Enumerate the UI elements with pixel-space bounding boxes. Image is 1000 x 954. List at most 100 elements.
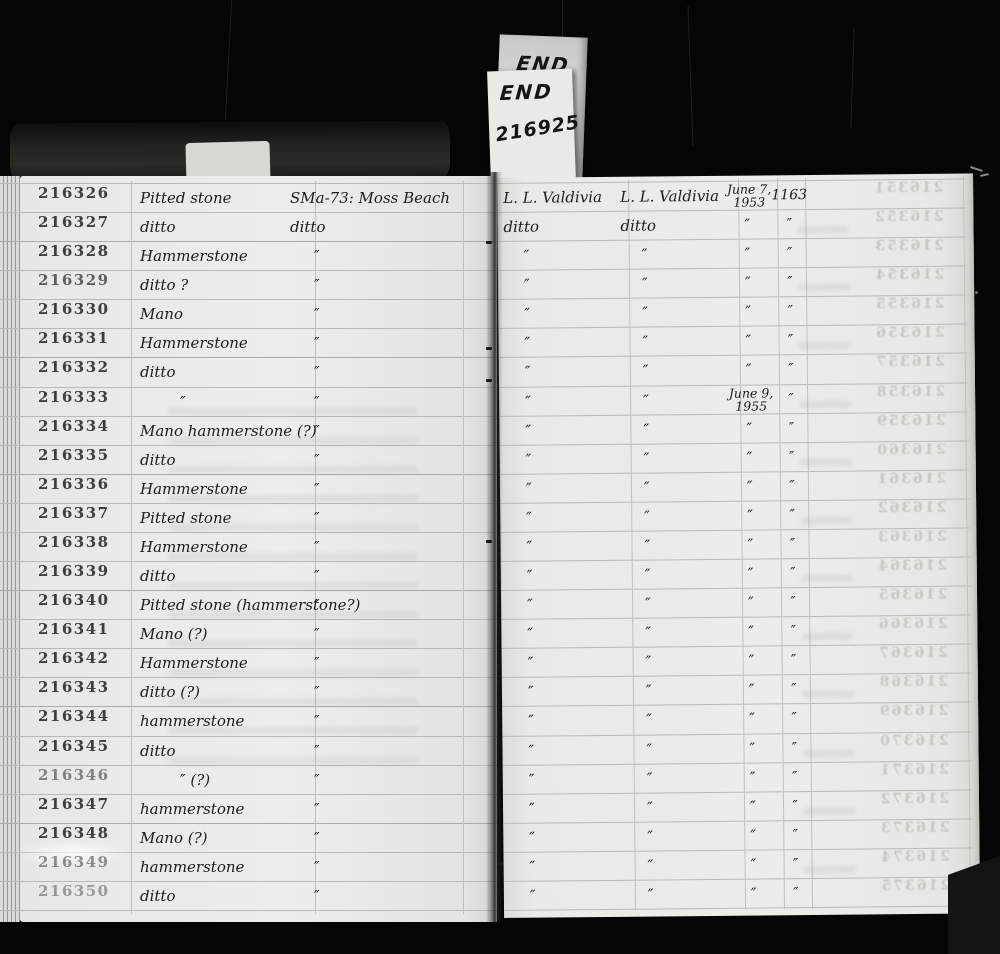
object-entry: ″ (?) (180, 770, 211, 789)
scratch-line (850, 28, 855, 128)
collector-entry: ″ (526, 508, 532, 527)
ledger-row: 216349 hammerstone ″ (0, 853, 497, 882)
rule-line (0, 619, 497, 621)
rule-line (0, 241, 497, 243)
bleedthrough-smudge (800, 574, 853, 583)
identifier-entry: ″ (641, 245, 648, 264)
rule-line (0, 183, 497, 184)
identifier-entry: ″ (641, 274, 648, 293)
bleedthrough-number: 216354 (873, 266, 945, 284)
bleedthrough-smudge (801, 690, 855, 699)
ledger-row: 216333 ″ ″ (0, 388, 497, 417)
date-entry: ″ (746, 419, 753, 438)
bleedthrough-smudge (798, 283, 851, 292)
site-entry: ″ (314, 363, 320, 382)
collector-entry: ″ (523, 275, 530, 294)
rule-line (0, 444, 497, 446)
identifier-entry: ″ (644, 565, 651, 584)
rule-line (0, 212, 497, 214)
bleedthrough-number: 216359 (875, 412, 946, 430)
rule-line (0, 735, 497, 737)
accession-entry: ″ (792, 768, 798, 785)
bleedthrough-smudge (168, 407, 418, 415)
accession-entry: ″ (791, 739, 798, 756)
rule-line (0, 502, 497, 504)
site-entry: ″ (314, 770, 320, 789)
rule-line (0, 851, 497, 853)
accession-entry: ″ (790, 652, 797, 669)
bleedthrough-smudge (168, 523, 418, 531)
ledger-row: 216329 ditto ? ″ (0, 271, 497, 300)
date-entry: ″ (745, 302, 751, 321)
rule-line (0, 561, 497, 563)
accession-entry: ″ (789, 477, 795, 495)
accession-entry: ″ (788, 419, 795, 436)
collector-entry: ″ (528, 741, 535, 760)
site-entry: ″ (314, 596, 320, 615)
identifier-entry: ditto (620, 216, 657, 235)
object-entry: ditto (140, 450, 176, 469)
accession-entry: ″ (789, 536, 796, 553)
object-entry: hammerstone (140, 799, 245, 818)
bleedthrough-smudge (799, 458, 852, 466)
site-entry: ″ (314, 479, 320, 498)
object-entry: ″ (180, 392, 186, 411)
bleedthrough-number: 216373 (878, 819, 950, 837)
ledger-row: 216348 Mano (?) ″ (0, 824, 497, 853)
ledger-row: 216330 Mano ″ (0, 300, 497, 329)
ledger-row: 216344 hammerstone ″ (0, 707, 497, 736)
accession-entry: ″ (788, 390, 794, 407)
bleedthrough-number: 216353 (873, 237, 944, 255)
rule-line (0, 764, 497, 766)
rule-line (0, 793, 497, 795)
bleedthrough-number: 216352 (873, 208, 944, 226)
accession-entry: ″ (789, 507, 795, 524)
ledger-row: 216338 Hammerstone ″ (0, 533, 497, 562)
catalog-number: 216336 (38, 474, 110, 493)
bleedthrough-smudge (802, 749, 855, 757)
object-entry: Pitted stone (140, 189, 232, 207)
identifier-entry: ″ (643, 449, 650, 468)
object-entry: Mano (140, 305, 183, 324)
rule-line (0, 357, 497, 359)
site-entry: ″ (314, 857, 320, 876)
identifier-entry: ″ (645, 623, 652, 642)
collector-entry: ″ (528, 799, 535, 818)
column-rule (315, 181, 316, 914)
scratch-line (224, 0, 233, 120)
identifier-entry: ″ (644, 507, 650, 526)
ledger-row: ″ ″ ″ ″ 216363 (500, 528, 976, 562)
ledger-row: ″ ″ ″ ″ 216372 (503, 790, 979, 824)
pen-scribble (979, 173, 990, 177)
collector-entry: ″ (527, 653, 534, 672)
site-entry: ″ (314, 625, 320, 644)
bleedthrough-number: 216368 (877, 674, 949, 691)
ledger-row: 216341 Mano (?) ″ (0, 620, 497, 649)
page-edge-line (7, 176, 8, 922)
bleedthrough-number: 216356 (874, 325, 945, 342)
object-entry: Mano hammerstone (?) (140, 421, 317, 440)
collector-entry: ″ (529, 886, 536, 905)
rule-line (0, 473, 497, 475)
collector-entry: ″ (529, 857, 536, 876)
date-entry: ″ (748, 651, 755, 670)
site-entry: ″ (314, 450, 320, 469)
column-rule (463, 181, 464, 914)
date-entry: ″ (744, 273, 751, 292)
rule-line (0, 531, 497, 533)
catalog-number: 216328 (38, 242, 110, 261)
rule-line (0, 386, 497, 388)
ledger-page-left: 216326 Pitted stone SMa-73: Moss Beach 2163… (0, 176, 497, 922)
bleedthrough-number: 216362 (875, 499, 947, 517)
date-entry: June 9, 1955 (725, 384, 777, 413)
collector-entry: ″ (524, 334, 531, 353)
date-line: June 9, (728, 384, 774, 401)
ledger-row: ″ ″ ″ ″ 216375 (504, 877, 980, 911)
bleedthrough-number: 216365 (876, 586, 948, 604)
date-entry: ″ (745, 361, 752, 380)
object-entry: Pitted stone (140, 508, 232, 527)
date-entry: ″ (746, 477, 753, 496)
ledger-row: 216340 Pitted stone (hammerstone?) ″ (0, 591, 497, 620)
bleedthrough-number: 216357 (874, 354, 946, 371)
object-entry: Hammerstone (140, 654, 248, 673)
